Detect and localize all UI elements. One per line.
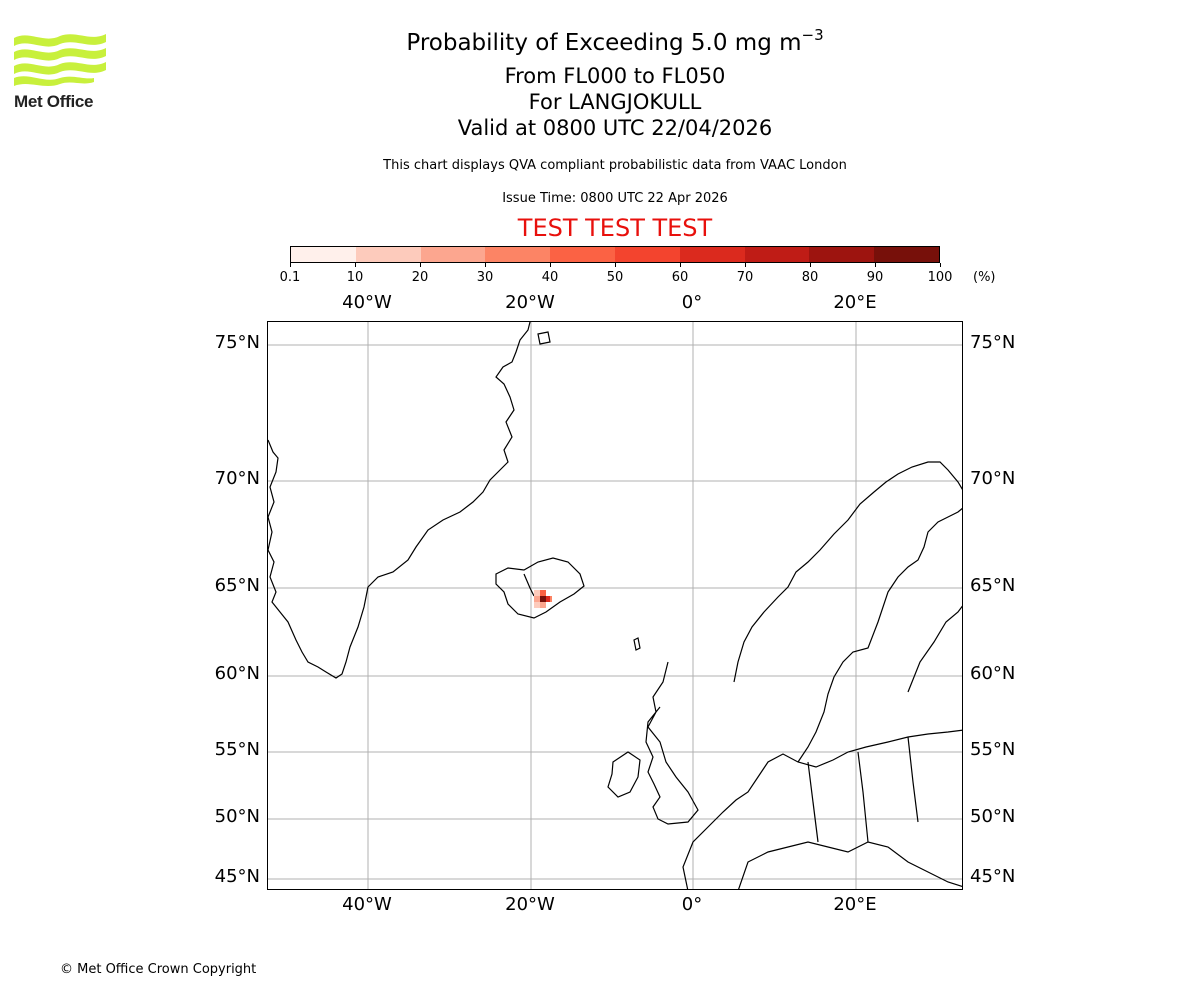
colorbar-segment [291, 247, 356, 262]
colorbar-tick [355, 263, 356, 267]
colorbar-tick [550, 263, 551, 267]
axis-tick-label: 60°N [970, 663, 1016, 684]
axis-tick-label: 0° [681, 292, 703, 313]
colorbar-segment [550, 247, 615, 262]
axis-tick-label: 50°N [214, 806, 260, 827]
colorbar-unit: (%) [973, 270, 996, 285]
axis-tick-label: 20°W [505, 292, 555, 313]
colorbar-tick-label: 30 [476, 270, 494, 285]
gridlines [268, 322, 962, 889]
colorbar-segment [744, 247, 810, 262]
axis-tick-label: 55°N [970, 739, 1016, 760]
axis-tick-label: 20°W [505, 894, 555, 915]
colorbar-tick [745, 263, 746, 267]
axis-tick-label: 40°W [342, 292, 392, 313]
colorbar-segment [809, 247, 875, 262]
copyright: © Met Office Crown Copyright [60, 962, 257, 977]
colorbar-tick-label: 70 [736, 270, 754, 285]
colorbar-tick-label: 0.1 [279, 270, 301, 285]
axis-tick-label: 75°N [214, 332, 260, 353]
issue-time: Issue Time: 0800 UTC 22 Apr 2026 [502, 191, 728, 206]
axis-tick-label: 50°N [970, 806, 1016, 827]
colorbar-tick-label: 10 [346, 270, 364, 285]
met-office-waves-icon [14, 34, 106, 86]
map-panel[interactable] [267, 321, 963, 890]
axis-tick-label: 65°N [214, 575, 260, 596]
axis-tick-label: 20°E [833, 894, 877, 915]
chart-title: Probability of Exceeding 5.0 mg m−3 [406, 26, 824, 56]
colorbar-tick [485, 263, 486, 267]
volcano-name: For LANGJOKULL [528, 90, 702, 114]
colorbar-tick-label: 90 [866, 270, 884, 285]
colorbar-tick [940, 263, 941, 267]
colorbar-tick [290, 263, 291, 267]
axis-tick-label: 75°N [970, 332, 1016, 353]
axis-tick-label: 70°N [214, 468, 260, 489]
colorbar-tick-label: 20 [411, 270, 429, 285]
colorbar-tick-label: 50 [606, 270, 624, 285]
colorbar-tick [680, 263, 681, 267]
axis-tick-label: 45°N [970, 866, 1016, 887]
colorbar-tick [810, 263, 811, 267]
colorbar-tick-label: 80 [801, 270, 819, 285]
axis-tick-label: 65°N [970, 575, 1016, 596]
logo-text: Met Office [14, 92, 94, 111]
colorbar [290, 246, 940, 263]
axis-tick-label: 55°N [214, 739, 260, 760]
description-text: This chart displays QVA compliant probab… [383, 158, 847, 173]
colorbar-tick [420, 263, 421, 267]
axis-tick-label: 20°E [833, 292, 877, 313]
colorbar-tick [875, 263, 876, 267]
met-office-logo: Met Office [14, 30, 106, 112]
colorbar-segment [679, 247, 745, 262]
test-banner: TEST TEST TEST [517, 214, 713, 242]
axis-tick-label: 70°N [970, 468, 1016, 489]
colorbar-segment [614, 247, 680, 262]
map-svg [268, 322, 962, 889]
colorbar-segment [874, 247, 939, 262]
ash-plume [534, 590, 552, 608]
axis-tick-label: 60°N [214, 663, 260, 684]
valid-time: Valid at 0800 UTC 22/04/2026 [457, 116, 773, 140]
colorbar-tick [615, 263, 616, 267]
coastlines [268, 322, 962, 889]
colorbar-segment [485, 247, 551, 262]
colorbar-tick-label: 100 [927, 270, 953, 285]
axis-tick-label: 0° [681, 894, 703, 915]
axis-tick-label: 45°N [214, 866, 260, 887]
colorbar-segment [355, 247, 421, 262]
colorbar-segment [420, 247, 486, 262]
axis-tick-label: 40°W [342, 894, 392, 915]
colorbar-tick-label: 40 [541, 270, 559, 285]
flight-levels: From FL000 to FL050 [504, 64, 726, 88]
colorbar-tick-label: 60 [671, 270, 689, 285]
